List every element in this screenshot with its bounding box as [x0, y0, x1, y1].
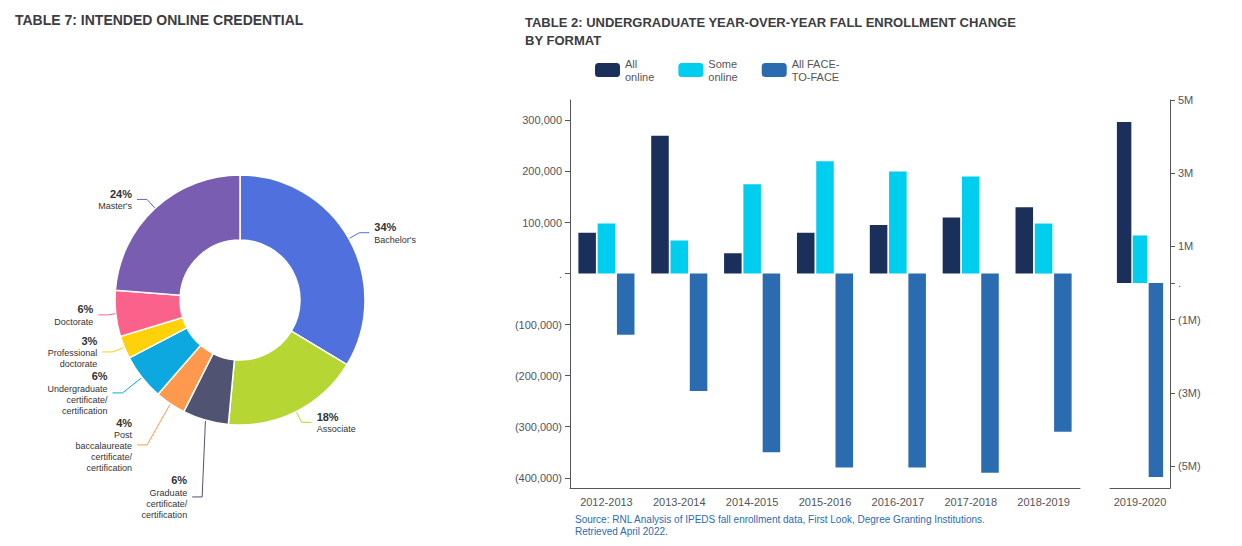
svg-text:3M: 3M: [1178, 167, 1193, 179]
svg-text:Post: Post: [114, 430, 133, 440]
svg-text:1M: 1M: [1178, 240, 1193, 252]
svg-text:Bachelor's: Bachelor's: [374, 235, 416, 245]
svg-text:(100,000): (100,000): [515, 319, 562, 331]
svg-text:Master's: Master's: [98, 201, 132, 211]
svg-text:Undergraduate: Undergraduate: [47, 384, 107, 394]
svg-text:certificate/: certificate/: [67, 395, 109, 405]
svg-text:TABLE 2: UNDERGRADUATE YEAR-OV: TABLE 2: UNDERGRADUATE YEAR-OVER-YEAR FA…: [525, 15, 1016, 30]
svg-text:certification: certification: [87, 463, 133, 473]
svg-text:Doctorate: Doctorate: [54, 317, 93, 327]
svg-text:5M: 5M: [1178, 94, 1193, 106]
svg-text:(200,000): (200,000): [515, 370, 562, 382]
svg-text:6%: 6%: [92, 370, 108, 382]
svg-text:3%: 3%: [81, 335, 97, 347]
svg-text:6%: 6%: [77, 303, 93, 315]
svg-text:2015-2016: 2015-2016: [799, 496, 852, 508]
svg-text:(400,000): (400,000): [515, 472, 562, 484]
svg-text:online: online: [708, 71, 737, 83]
svg-text:24%: 24%: [110, 188, 132, 200]
svg-text:(300,000): (300,000): [515, 421, 562, 433]
svg-text:.: .: [559, 268, 562, 280]
svg-text:online: online: [625, 71, 654, 83]
svg-text:(5M): (5M): [1178, 460, 1201, 472]
svg-text:34%: 34%: [374, 221, 396, 233]
svg-text:Retrieved April 2022.: Retrieved April 2022.: [575, 526, 668, 537]
svg-text:certificate/: certificate/: [91, 452, 133, 462]
svg-text:Graduate: Graduate: [150, 488, 188, 498]
svg-text:2013-2014: 2013-2014: [653, 496, 706, 508]
svg-text:300,000: 300,000: [522, 114, 562, 126]
svg-text:(3M): (3M): [1178, 387, 1201, 399]
svg-text:Associate: Associate: [317, 424, 356, 434]
svg-text:2019-2020: 2019-2020: [1114, 496, 1167, 508]
svg-text:All FACE-: All FACE-: [792, 58, 840, 70]
svg-text:2017-2018: 2017-2018: [944, 496, 997, 508]
svg-text:All: All: [625, 58, 637, 70]
svg-text:200,000: 200,000: [522, 165, 562, 177]
svg-text:certification: certification: [62, 406, 108, 416]
svg-text:Professional: Professional: [48, 348, 98, 358]
svg-text:Some: Some: [708, 58, 737, 70]
svg-text:certification: certification: [142, 510, 188, 520]
svg-text:certificate/: certificate/: [146, 499, 188, 509]
svg-text:TO-FACE: TO-FACE: [792, 71, 839, 83]
svg-text:2014-2015: 2014-2015: [726, 496, 779, 508]
svg-text:baccalaureate: baccalaureate: [75, 441, 132, 451]
svg-text:2016-2017: 2016-2017: [872, 496, 925, 508]
svg-text:100,000: 100,000: [522, 217, 562, 229]
svg-text:6%: 6%: [171, 474, 187, 486]
svg-text:.: .: [1178, 277, 1181, 289]
svg-text:4%: 4%: [116, 417, 132, 429]
svg-text:(1M): (1M): [1178, 314, 1201, 326]
svg-text:BY FORMAT: BY FORMAT: [525, 33, 601, 48]
svg-text:Source: RNL Analysis of IPEDS: Source: RNL Analysis of IPEDS fall enrol…: [575, 514, 985, 525]
svg-text:TABLE 7: INTENDED ONLINE CREDE: TABLE 7: INTENDED ONLINE CREDENTIAL: [15, 12, 304, 28]
svg-text:2018-2019: 2018-2019: [1017, 496, 1070, 508]
svg-text:2012-2013: 2012-2013: [580, 496, 633, 508]
svg-text:18%: 18%: [317, 411, 339, 423]
svg-text:doctorate: doctorate: [60, 359, 98, 369]
